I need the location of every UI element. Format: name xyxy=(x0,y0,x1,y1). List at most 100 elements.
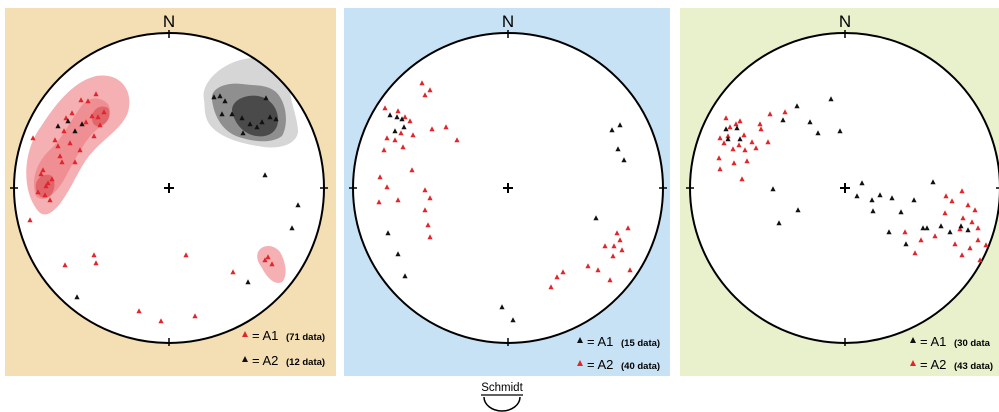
red-data-point xyxy=(607,277,613,283)
red-data-point xyxy=(38,171,44,177)
red-data-point xyxy=(429,126,435,132)
black-data-point xyxy=(240,130,246,136)
red-data-point xyxy=(721,140,727,146)
black-data-point xyxy=(211,94,217,100)
red-data-point xyxy=(975,237,981,243)
black-data-point xyxy=(289,225,295,231)
red-data-point xyxy=(95,114,101,120)
black-data-point xyxy=(807,119,813,125)
red-data-point xyxy=(376,199,382,205)
red-data-point xyxy=(45,180,51,186)
black-data-point xyxy=(877,192,883,198)
red-data-point xyxy=(402,114,408,120)
red-data-point xyxy=(902,229,908,235)
center-cross xyxy=(164,183,174,193)
black-data-point xyxy=(247,121,253,127)
black-data-point xyxy=(947,229,953,235)
red-data-point xyxy=(410,132,416,138)
red-data-point xyxy=(230,269,236,275)
red-data-point xyxy=(91,252,97,258)
red-data-point xyxy=(959,252,965,258)
black-data-point xyxy=(392,128,398,134)
legend-a1-count: (71 data) xyxy=(286,332,325,343)
red-data-point xyxy=(585,263,591,269)
black-data-point xyxy=(72,128,78,134)
black-data-point xyxy=(870,208,876,214)
red-data-point xyxy=(725,133,731,139)
black-data-point xyxy=(924,225,930,231)
black-data-point xyxy=(267,114,273,120)
data-points xyxy=(376,80,633,323)
red-data-point xyxy=(89,113,95,119)
black-data-point xyxy=(217,93,223,99)
red-data-point xyxy=(395,108,401,114)
legend-a2-label: = A2 xyxy=(252,353,278,368)
black-data-point xyxy=(394,114,400,120)
red-data-point xyxy=(407,118,413,124)
black-data-point xyxy=(74,294,80,300)
red-data-point xyxy=(949,198,955,204)
black-data-point xyxy=(295,202,301,208)
red-data-point xyxy=(952,241,958,247)
black-data-point xyxy=(609,127,615,133)
red-data-point xyxy=(918,237,924,243)
red-data-point xyxy=(957,226,963,232)
red-data-point xyxy=(262,257,268,263)
legend: = A1 (15 data) = A2 (40 data) xyxy=(577,334,660,372)
red-data-point xyxy=(422,207,428,213)
black-data-point xyxy=(815,130,821,136)
legend-a1-label: = A1 xyxy=(920,334,946,349)
black-data-point xyxy=(920,225,926,231)
red-data-point xyxy=(422,187,428,193)
red-data-point xyxy=(183,252,189,258)
red-data-point xyxy=(91,133,97,139)
black-data-point xyxy=(770,186,776,192)
black-data-point xyxy=(499,304,505,310)
red-data-point xyxy=(749,139,755,145)
red-data-point xyxy=(72,159,78,165)
black-data-point xyxy=(245,279,251,285)
red-data-point xyxy=(737,118,743,124)
red-data-point xyxy=(736,142,742,148)
red-data-point xyxy=(753,145,759,151)
red-data-point xyxy=(765,139,771,145)
red-data-point xyxy=(977,257,983,263)
red-data-point xyxy=(85,98,91,104)
black-data-point xyxy=(854,193,860,199)
black-data-point xyxy=(222,98,228,104)
black-data-point xyxy=(273,116,279,122)
data-points xyxy=(27,91,301,324)
legend: = A1 (71 data) = A2 (12 data) xyxy=(242,328,325,368)
red-data-point xyxy=(619,247,625,253)
red-contour-core-2 xyxy=(92,106,110,127)
red-data-point xyxy=(400,144,406,150)
black-data-point xyxy=(219,111,225,117)
data-points xyxy=(716,96,989,263)
red-data-point xyxy=(381,147,387,153)
black-data-point xyxy=(725,136,731,142)
black-data-point xyxy=(780,117,786,123)
black-data-point xyxy=(828,96,834,102)
red-data-point xyxy=(757,121,763,127)
red-data-point xyxy=(47,197,53,203)
red-data-point xyxy=(625,225,631,231)
black-data-point xyxy=(965,227,971,233)
black-data-point xyxy=(402,273,408,279)
black-data-point xyxy=(615,146,621,152)
red-data-point xyxy=(758,126,764,132)
red-data-point xyxy=(63,115,69,121)
stereonet-panel-1: N = A1 (71 data) = A2 (12 data) xyxy=(5,8,336,376)
legend-a2-label: = A2 xyxy=(920,357,946,372)
red-data-point xyxy=(61,128,67,134)
stereonet-panel-3: N = A1 (30 data = A2 (43 data) xyxy=(680,8,999,376)
red-data-point xyxy=(57,153,63,159)
black-data-point xyxy=(898,209,904,215)
black-data-point xyxy=(794,103,800,109)
black-data-point xyxy=(401,124,407,130)
red-data-point xyxy=(727,124,733,130)
legend-black-triangle xyxy=(577,337,583,343)
red-data-point xyxy=(741,132,747,138)
red-data-point xyxy=(52,137,58,143)
red-data-point xyxy=(610,253,616,259)
red-data-point xyxy=(43,183,49,189)
